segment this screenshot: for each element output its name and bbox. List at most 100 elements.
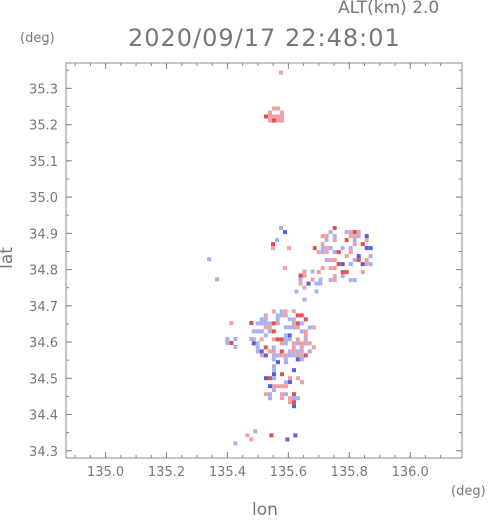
echo-cell <box>287 329 292 334</box>
echo-cell <box>298 277 303 282</box>
echo-cell <box>279 317 284 322</box>
echo-cell <box>271 337 276 342</box>
echo-cell <box>225 341 230 345</box>
echo-cell <box>368 254 373 259</box>
echo-cell <box>356 258 361 263</box>
echo-cell <box>299 313 304 318</box>
echo-cell <box>320 250 325 255</box>
echo-cell <box>283 337 288 342</box>
echo-cell <box>336 262 341 267</box>
chart-title: 2020/09/17 22:48:01 <box>128 24 401 52</box>
echo-cell <box>268 396 272 401</box>
echo-cell <box>324 246 329 251</box>
echo-cell <box>352 234 357 239</box>
echo-cell <box>314 293 319 298</box>
echo-cell <box>285 437 290 442</box>
echo-cell <box>287 349 292 354</box>
echo-cell <box>279 333 284 338</box>
echo-cell <box>324 258 329 263</box>
echo-cell <box>288 372 292 377</box>
echo-cell <box>264 114 268 119</box>
echo-cell <box>307 321 312 326</box>
echo-cell <box>288 380 292 385</box>
echo-cell <box>276 384 280 389</box>
echo-cell <box>299 345 304 350</box>
echo-cell <box>271 349 276 354</box>
echo-cell <box>263 353 268 358</box>
echo-cell <box>296 396 300 401</box>
echo-cell <box>287 337 292 342</box>
echo-cell <box>332 258 337 263</box>
echo-cell <box>360 262 365 267</box>
echo-cell <box>267 357 272 362</box>
echo-cell <box>271 329 276 334</box>
echo-cell <box>324 242 329 247</box>
echo-cell <box>292 392 296 397</box>
echo-cell <box>288 384 292 389</box>
echo-cell <box>279 337 284 342</box>
echo-cell <box>303 353 308 358</box>
echo-cell <box>336 250 341 255</box>
echo-cell <box>316 242 321 247</box>
echo-cell <box>268 388 272 393</box>
echo-cell <box>283 325 288 330</box>
echo-cell <box>295 321 300 326</box>
y-axis: 34.3 34.4 34.5 34.6 34.7 34.8 34.9 35.0 35.1 35.2… <box>29 69 462 460</box>
echo-cell <box>268 118 272 123</box>
echo-cell <box>298 273 303 278</box>
y-tick-label: 34.3 <box>29 445 58 460</box>
echo-cell <box>344 230 349 235</box>
echo-cell <box>295 337 300 342</box>
echo-cell <box>360 238 365 243</box>
echo-cell <box>271 309 276 314</box>
echo-cell <box>271 313 276 318</box>
echo-cell <box>328 246 333 251</box>
echo-cell <box>307 349 312 354</box>
echo-cell <box>280 368 284 373</box>
echo-cell <box>312 246 317 251</box>
echo-cell <box>303 325 308 330</box>
echo-cell <box>352 230 357 235</box>
echo-cell <box>245 437 250 442</box>
echo-cell <box>280 392 284 397</box>
echo-cell <box>287 325 292 330</box>
echo-cell <box>283 230 287 235</box>
echo-cell <box>311 345 316 350</box>
echo-cell <box>255 329 260 334</box>
echo-cell <box>310 277 315 282</box>
echo-cell <box>229 321 234 325</box>
echo-cell <box>268 384 272 389</box>
echo-cell <box>275 337 280 342</box>
echo-cell <box>291 317 296 322</box>
echo-cell <box>268 392 272 397</box>
x-axis-label: lon <box>252 500 278 520</box>
echo-cell <box>364 262 369 267</box>
echo-cell <box>253 429 258 434</box>
echo-cell <box>328 238 333 243</box>
echo-cell <box>360 266 365 271</box>
echo-cell <box>259 329 264 334</box>
echo-cell <box>348 238 353 243</box>
echo-cell <box>295 341 300 346</box>
echo-cell <box>295 325 300 330</box>
echo-cell <box>280 360 284 365</box>
echo-cell <box>352 278 357 283</box>
echo-cell <box>279 353 284 358</box>
echo-cell <box>292 364 296 369</box>
echo-cell <box>300 380 304 385</box>
echo-cell <box>280 400 284 405</box>
echo-cell <box>267 317 272 322</box>
echo-cell <box>279 313 284 318</box>
echo-cell <box>348 278 353 283</box>
plot-frame <box>65 62 463 459</box>
echo-cell <box>288 396 292 401</box>
echo-cell <box>344 250 349 255</box>
echo-cell <box>316 270 321 275</box>
x-axis: 135.0 135.2 135.4 135.6 135.8 136.0 <box>74 63 442 480</box>
echo-cell <box>348 230 353 235</box>
echo-cell <box>263 345 268 350</box>
echo-cell <box>318 277 323 282</box>
echo-cell <box>221 437 226 442</box>
echo-cell <box>302 285 307 290</box>
echo-cell <box>328 266 333 271</box>
